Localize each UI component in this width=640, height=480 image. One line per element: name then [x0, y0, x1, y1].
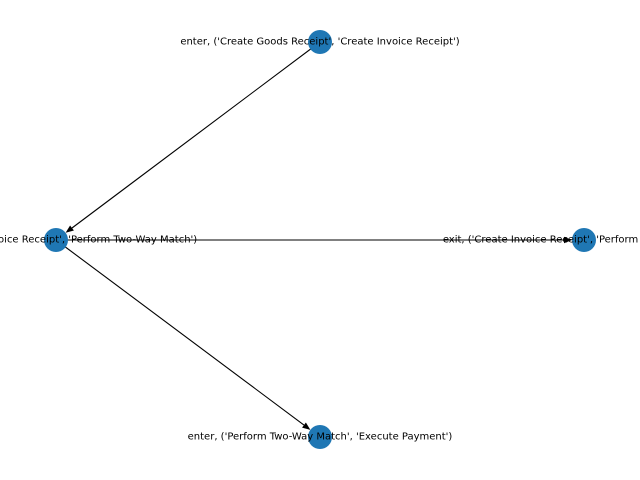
edges-layer: [55, 41, 572, 430]
labels-layer: enter, ('Create Goods Receipt', 'Create …: [0, 37, 640, 443]
node-label-n1: enter, ('Create Goods Receipt', 'Create …: [180, 37, 459, 48]
edge-n1-n2: [71, 41, 321, 229]
node-label-n4: enter, ('Perform Two-Way Match', 'Execut…: [188, 432, 453, 443]
node-n3: [572, 228, 596, 252]
arrowhead-n2-n4: [302, 422, 311, 430]
edge-n2-n4: [55, 239, 305, 426]
node-n2: [44, 228, 68, 252]
nodes-layer: [44, 30, 596, 449]
node-label-n3: exit, ('Create Invoice Receipt', 'Perfor…: [443, 235, 640, 246]
node-n1: [308, 30, 332, 54]
node-label-n2: exit, ('Create Invoice Receipt', 'Perfor…: [0, 235, 197, 246]
arrowhead-n1-n2: [65, 225, 74, 233]
arrowhead-n2-n3: [564, 236, 572, 244]
node-n4: [308, 425, 332, 449]
